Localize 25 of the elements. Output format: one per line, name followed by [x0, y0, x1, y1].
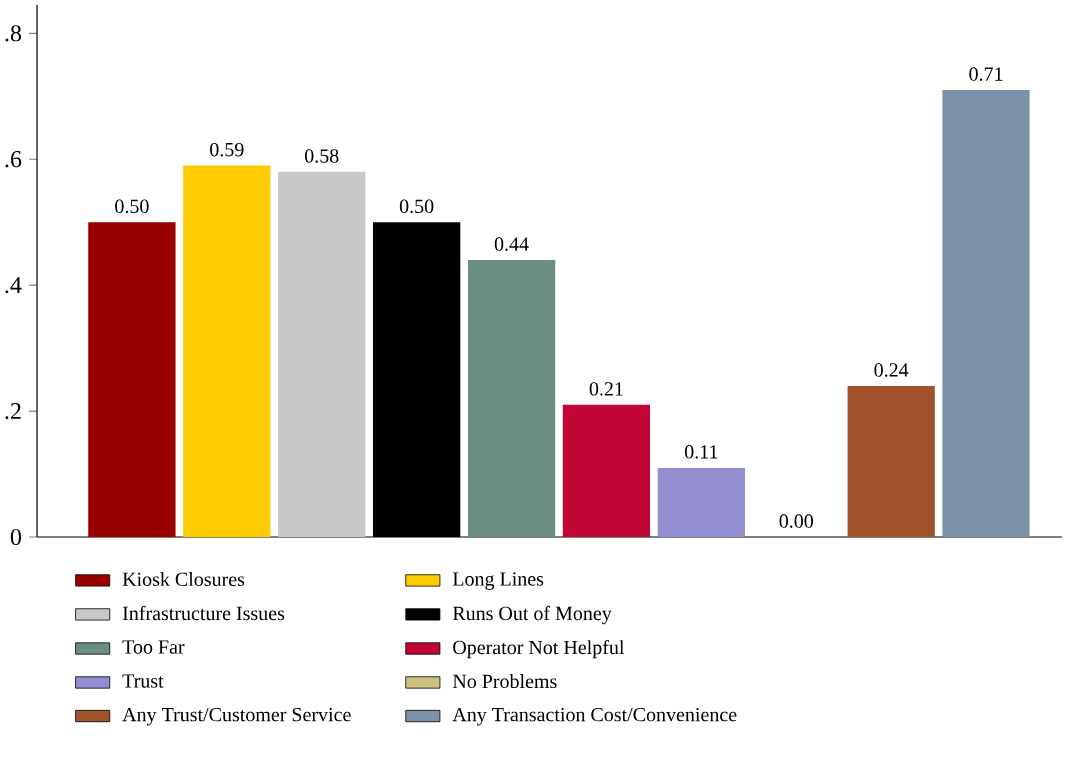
data-label: 0.71	[969, 67, 1003, 81]
y-tick-label: .8	[5, 25, 22, 42]
legend-label: Trust	[122, 674, 164, 688]
legend-label: Infrastructure Issues	[122, 605, 285, 621]
y-tick-label: .2	[5, 402, 21, 420]
data-label: 0.24	[874, 363, 909, 377]
data-label: 0.50	[399, 199, 434, 214]
legend-label: Kiosk Closures	[122, 571, 245, 587]
y-tick-label: .6	[5, 151, 22, 168]
data-label: 0.44	[494, 237, 529, 251]
legend-label: No Problems	[452, 674, 557, 689]
legend-label: Runs Out of Money	[452, 605, 612, 625]
data-label: 0.58	[304, 149, 339, 163]
data-label: 0.00	[779, 514, 814, 528]
legend-label: Too Far	[122, 640, 185, 654]
legend-label: Any Transaction Cost/Convenience	[452, 707, 737, 726]
y-tick-label: .4	[5, 277, 22, 294]
data-label: 0.50	[115, 199, 149, 214]
legend-label: Any Trust/Customer Service	[122, 707, 351, 726]
y-tick-label: 0	[10, 528, 22, 546]
data-label: 0.59	[210, 142, 244, 157]
data-label: 0.11	[684, 445, 718, 459]
data-label: 0.21	[589, 382, 623, 396]
legend-label: Long Lines	[452, 572, 544, 590]
legend-label: Operator Not Helpful	[453, 639, 625, 659]
